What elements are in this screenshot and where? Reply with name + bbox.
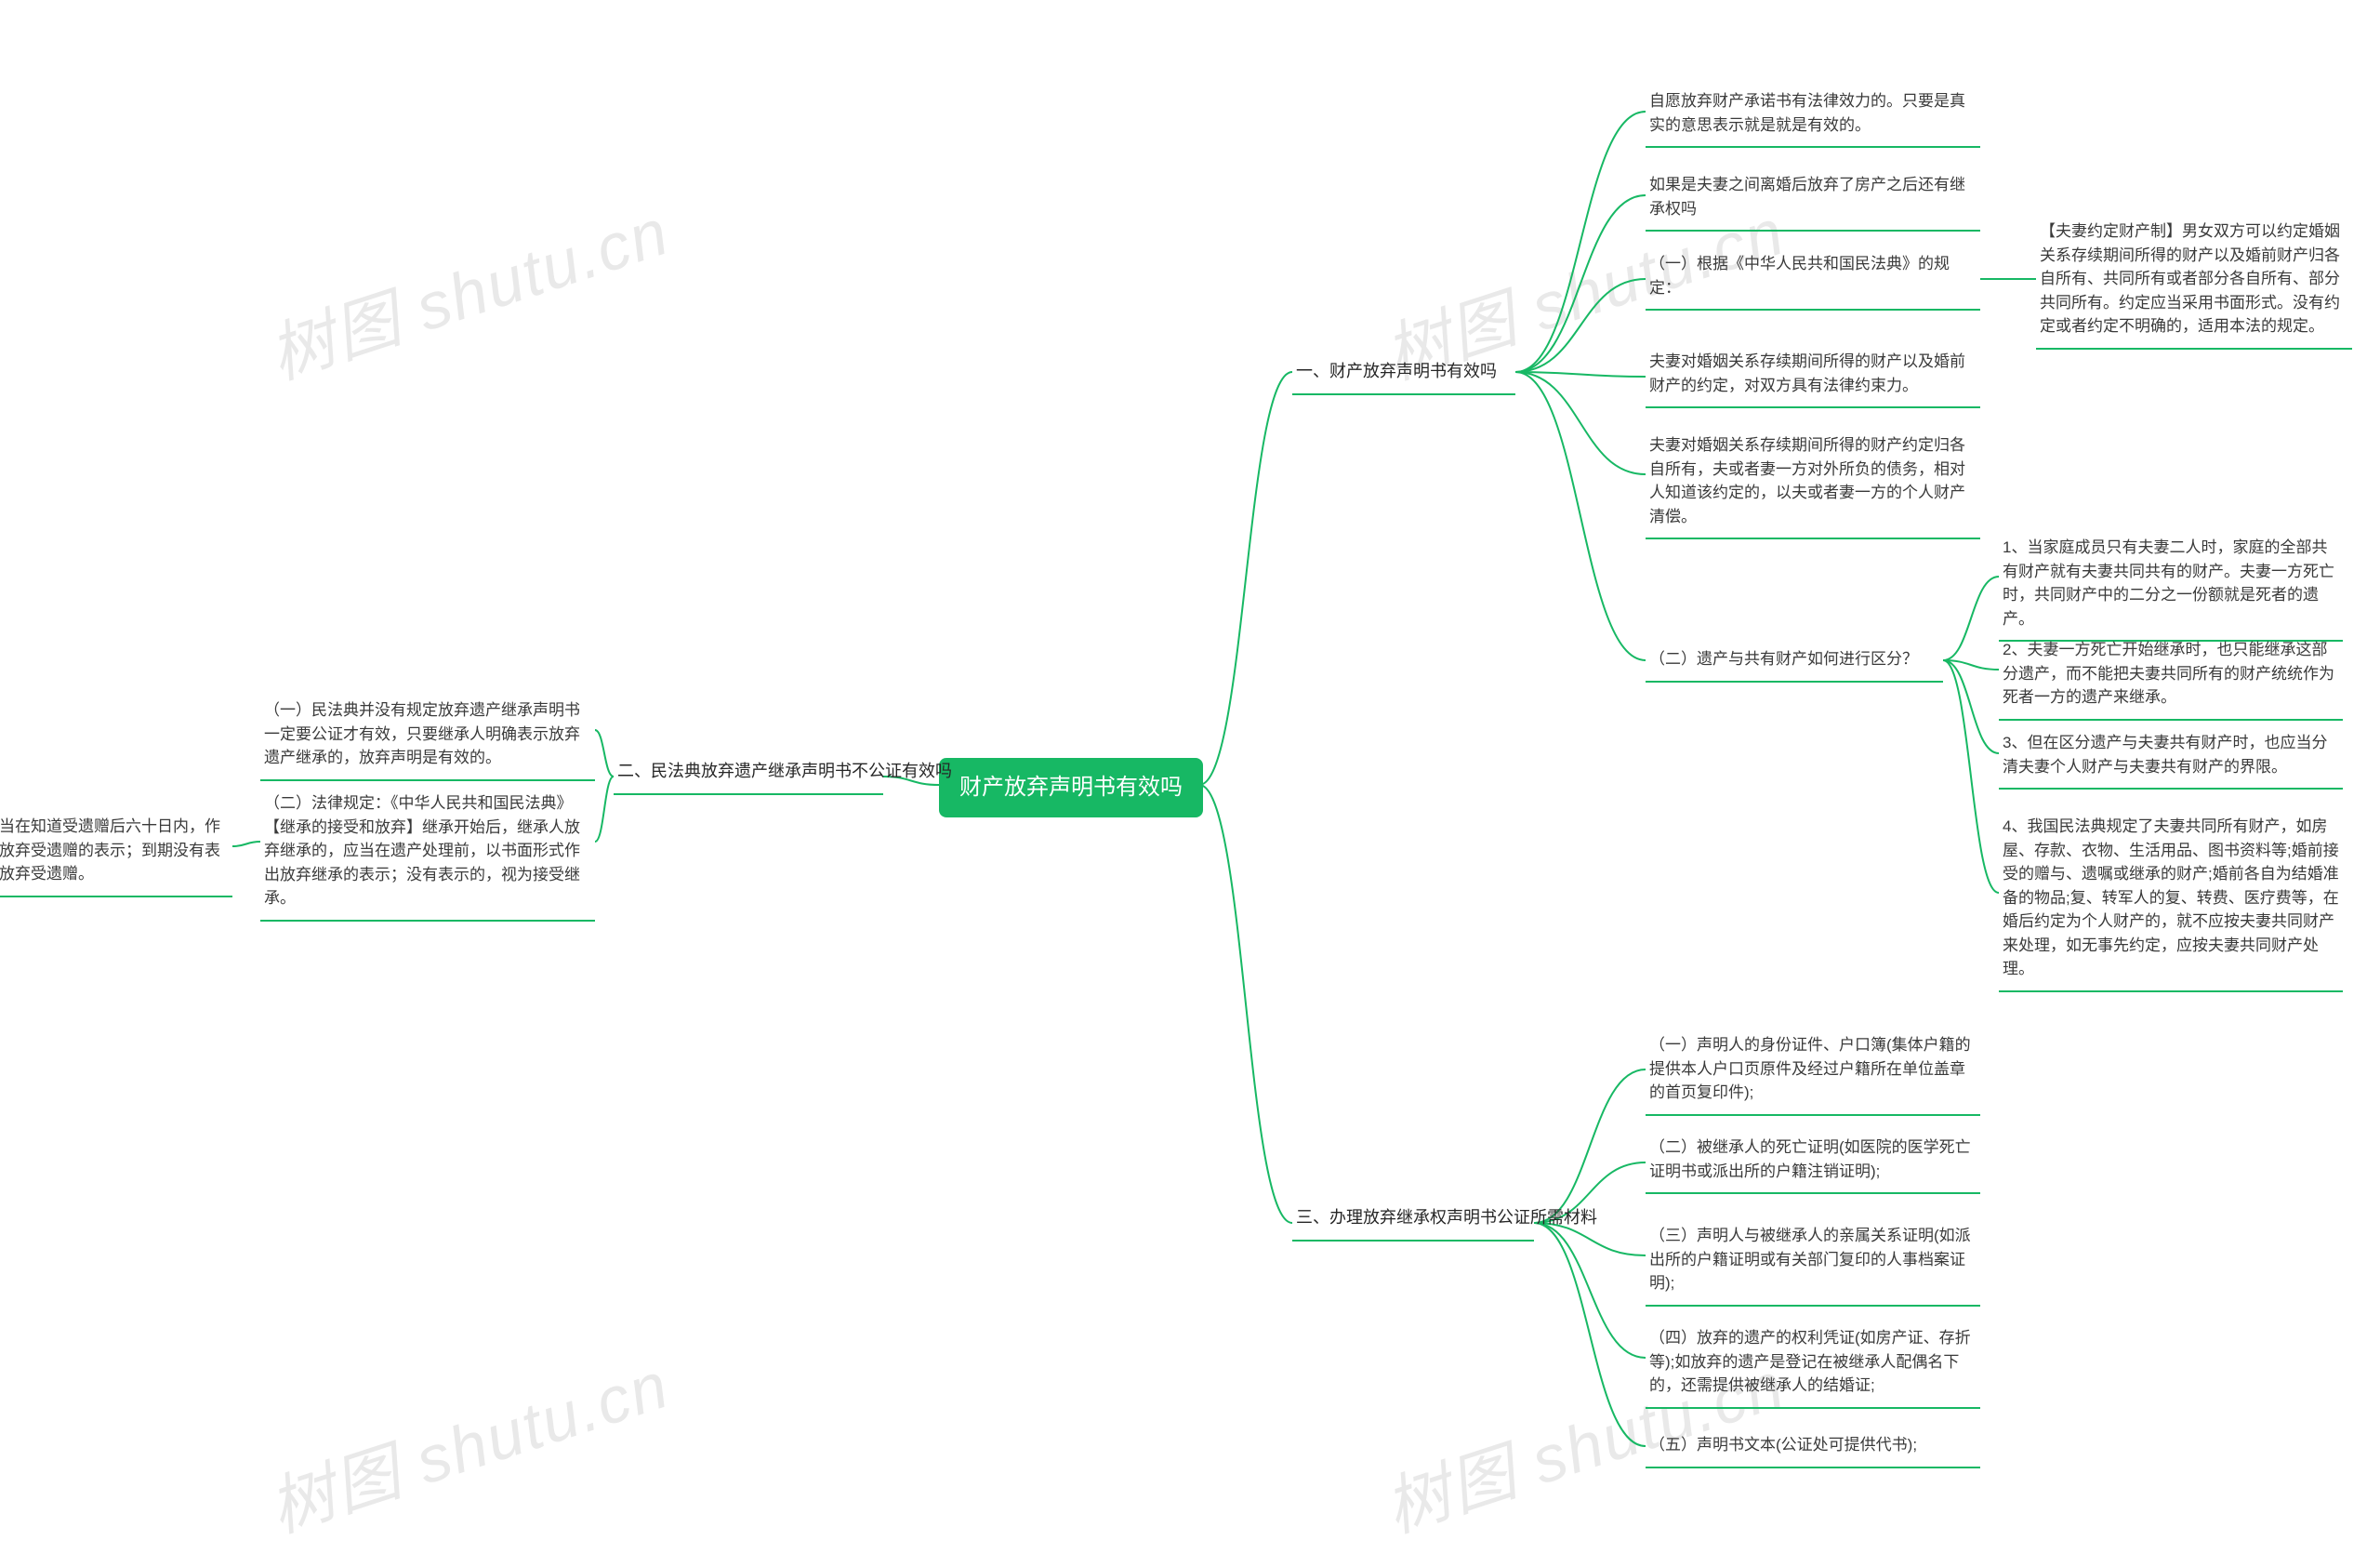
leaf-r1c6a: 1、当家庭成员只有夫妻二人时，家庭的全部共有财产就有夫妻共同共有的财产。夫妻一方… [1999,530,2343,642]
leaf-r1c3a: 【夫妻约定财产制】男女双方可以约定婚姻关系存续期间所得的财产以及婚前财产归各自所… [2036,214,2352,350]
leaf-r1c6d: 4、我国民法典规定了夫妻共同所有财产，如房屋、存款、衣物、生活用品、图书资料等;… [1999,809,2343,992]
leaf-r1c4: 夫妻对婚姻关系存续期间所得的财产以及婚前财产的约定，对双方具有法律约束力。 [1646,344,1980,408]
leaf-r2c3: （三）声明人与被继承人的亲属关系证明(如派出所的户籍证明或有关部门复印的人事档案… [1646,1218,1980,1307]
leaf-r1c6c: 3、但在区分遗产与夫妻共有财产时，也应当分清夫妻个人财产与夫妻共有财产的界限。 [1999,725,2343,790]
leaf-r1c6: （二）遗产与共有财产如何进行区分？ [1646,642,1943,683]
leaf-r1c2: 如果是夫妻之间离婚后放弃了房产之后还有继承权吗 [1646,167,1980,232]
branch-r2: 三、办理放弃继承权声明书公证所需材料 [1292,1200,1534,1242]
watermark: 树图 shutu.cn [256,1334,679,1551]
leaf-r2c5: （五）声明书文本(公证处可提供代书); [1646,1428,1980,1468]
leaf-r1c1: 自愿放弃财产承诺书有法律效力的。只要是真实的意思表示就是就是有效的。 [1646,84,1980,148]
leaf-l1c2a: 受遗赠人应当在知道受遗赠后六十日内，作出接受或者放弃受遗赠的表示；到期没有表示的… [0,809,232,897]
leaf-r1c5: 夫妻对婚姻关系存续期间所得的财产约定归各自所有，夫或者妻一方对外所负的债务，相对… [1646,428,1980,539]
mindmap-root: 财产放弃声明书有效吗 [939,758,1203,817]
leaf-l1c2: （二）法律规定：《中华人民共和国民法典》【继承的接受和放弃】继承开始后，继承人放… [260,786,595,922]
leaf-r1c3: （一）根据《中华人民共和国民法典》的规定： [1646,246,1980,311]
branch-r1: 一、财产放弃声明书有效吗 [1292,353,1515,395]
leaf-r2c1: （一）声明人的身份证件、户口簿(集体户籍的提供本人户口页原件及经过户籍所在单位盖… [1646,1028,1980,1116]
branch-l1: 二、民法典放弃遗产继承声明书不公证有效吗 [614,753,883,795]
leaf-r2c4: （四）放弃的遗产的权利凭证(如房产证、存折等);如放弃的遗产是登记在被继承人配偶… [1646,1321,1980,1409]
leaf-r1c6b: 2、夫妻一方死亡开始继承时，也只能继承这部分遗产，而不能把夫妻共同所有的财产统统… [1999,632,2343,721]
watermark: 树图 shutu.cn [256,180,679,398]
leaf-r2c2: （二）被继承人的死亡证明(如医院的医学死亡证明书或派出所的户籍注销证明); [1646,1130,1980,1194]
leaf-l1c1: （一）民法典并没有规定放弃遗产继承声明书一定要公证才有效，只要继承人明确表示放弃… [260,693,595,781]
